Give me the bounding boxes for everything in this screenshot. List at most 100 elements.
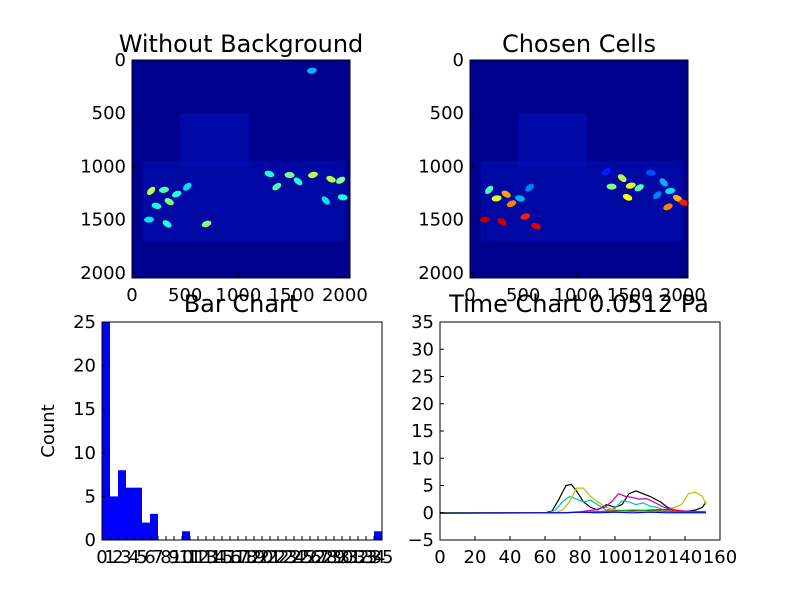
series-line <box>440 483 707 514</box>
y-tick-label: 0 <box>423 503 434 524</box>
series-line <box>440 492 707 514</box>
y-tick-label: 25 <box>73 312 96 333</box>
cell-blob <box>479 216 490 223</box>
cell-blob <box>665 187 676 194</box>
y-tick-label: 25 <box>411 367 434 388</box>
x-tick-label: 27 <box>307 547 330 568</box>
x-tick-label: 14 <box>203 547 226 568</box>
cell-blob <box>645 169 656 176</box>
cell-blob <box>659 178 668 187</box>
y-axis-label: Count <box>38 404 59 457</box>
x-tick-label: 32 <box>347 547 370 568</box>
bar <box>134 487 142 540</box>
x-tick-label: 24 <box>283 547 306 568</box>
x-axis-ticks: 0 500 1000 1500 2000 <box>464 274 706 306</box>
x-tick-label: 11 <box>179 547 202 568</box>
x-tick-label: 33 <box>355 547 378 568</box>
bar <box>374 531 382 540</box>
faint-region <box>517 113 588 167</box>
x-tick-label: 60 <box>534 547 557 568</box>
y-tick-label: 20 <box>411 394 434 415</box>
x-tick-label: 1 <box>104 547 115 568</box>
cell-blob <box>601 167 611 176</box>
cell-blob <box>606 183 617 190</box>
cell-blob <box>337 194 348 201</box>
cell-blob <box>497 218 507 226</box>
cell-blob <box>162 220 172 228</box>
x-tick-label: 13 <box>195 547 218 568</box>
y-tick-label: 20 <box>73 356 96 377</box>
x-tick-label: 2 <box>112 547 123 568</box>
cell-blob <box>634 184 644 192</box>
x-tick-label: 8 <box>160 547 171 568</box>
cell-blob <box>144 216 155 223</box>
cell-blob <box>164 198 174 206</box>
y-tick-label: 10 <box>73 443 96 464</box>
heatmap-area <box>131 59 351 279</box>
cell-blob <box>336 176 346 184</box>
y-axis-ticks: 0 500 1000 1500 2000 <box>418 50 474 284</box>
x-tick-label: 12 <box>187 547 210 568</box>
cell-blob <box>485 185 494 194</box>
panel-chosen-cells: Chosen Cells 0 500 1000 1500 2000 0 500 1000 15… <box>418 30 706 306</box>
cell-blob <box>272 182 282 191</box>
plot-frame <box>439 321 721 541</box>
y-tick-label: 30 <box>411 339 434 360</box>
x-tick-label: 6 <box>144 547 155 568</box>
cell-blob <box>525 183 534 192</box>
cell-blob <box>264 170 275 178</box>
x-tick-label: 1500 <box>607 285 653 306</box>
x-tick-label: 2000 <box>322 285 368 306</box>
plot-frame <box>469 59 689 279</box>
bar <box>126 487 134 540</box>
cell-blob <box>625 182 636 189</box>
x-tick-label: 25 <box>291 547 314 568</box>
cell-blob <box>672 194 683 202</box>
cell-blob <box>147 186 156 196</box>
plot-frame <box>131 59 351 279</box>
x-tick-label: 3 <box>120 547 131 568</box>
bar <box>118 470 126 540</box>
bar <box>142 522 150 540</box>
x-tick-label: 5 <box>136 547 147 568</box>
y-tick-label: 10 <box>411 448 434 469</box>
x-tick-label: 31 <box>339 547 362 568</box>
x-tick-label: 18 <box>235 547 258 568</box>
x-tick-label: 1000 <box>554 285 600 306</box>
cell-blob <box>183 182 192 191</box>
x-axis-ticks: 0 20 40 60 80 100 120 140 160 <box>434 536 737 568</box>
cell-blob <box>151 202 162 209</box>
y-tick-label: 2000 <box>418 263 464 284</box>
x-tick-label: 22 <box>267 547 290 568</box>
cell-blob <box>679 199 689 206</box>
cell-blob <box>617 174 627 183</box>
x-tick-label: 40 <box>499 547 522 568</box>
panel-bar-chart: Bar Chart Count 012345678910111213141516… <box>38 290 393 568</box>
x-tick-label: 19 <box>243 547 266 568</box>
panel-title: Without Background <box>119 30 364 58</box>
line-area <box>439 321 721 541</box>
y-tick-label: 5 <box>423 476 434 497</box>
x-tick-label: 1000 <box>216 285 262 306</box>
x-tick-label: 140 <box>668 547 702 568</box>
x-tick-label: 0 <box>126 285 137 306</box>
y-axis-ticks: 0 500 1000 1500 2000 <box>80 50 136 284</box>
x-tick-label: 17 <box>227 547 250 568</box>
x-tick-label: 2000 <box>660 285 706 306</box>
y-tick-label: 35 <box>411 312 434 333</box>
cell-blob <box>531 222 541 230</box>
cell-blob <box>491 195 502 202</box>
cell-blob <box>622 193 633 201</box>
cell-blob <box>306 67 317 74</box>
x-tick-label: 23 <box>275 547 298 568</box>
heatmap-background <box>132 60 350 278</box>
cell-blob <box>171 190 182 198</box>
x-tick-label: 20 <box>251 547 274 568</box>
x-tick-label: 100 <box>598 547 632 568</box>
faint-region <box>179 113 250 167</box>
y-axis-ticks: 0 5 10 15 20 25 <box>73 312 106 551</box>
x-tick-label: 26 <box>299 547 322 568</box>
panel-without-background: Without Background 0 500 1000 1500 2000 0 500… <box>80 30 368 306</box>
panel-title: Chosen Cells <box>502 30 656 58</box>
